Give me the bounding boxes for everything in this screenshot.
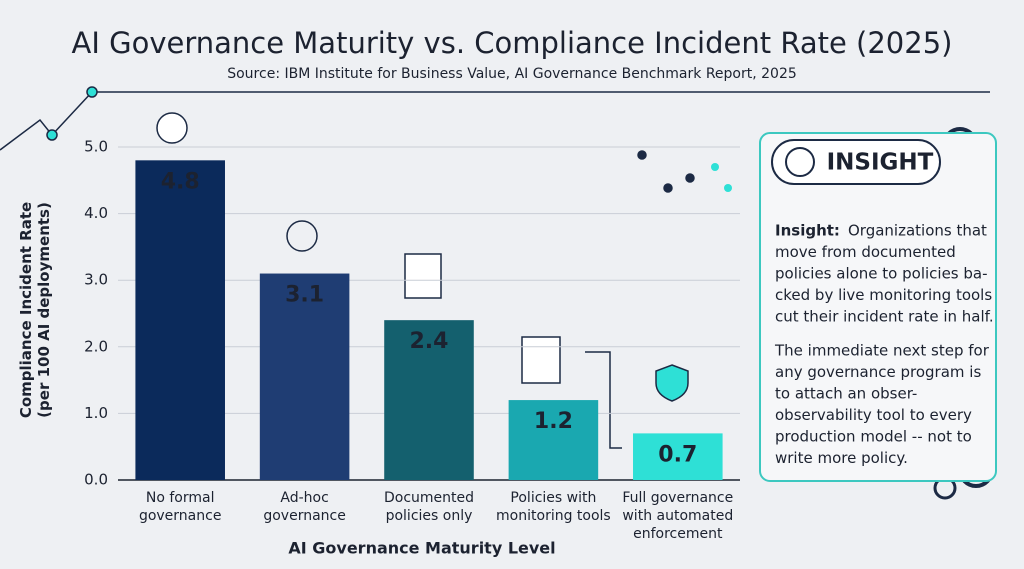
x-tick-label: Ad-hoc governance [263,490,346,524]
x-tick-label: Policies with monitoring tools [496,490,611,524]
insight-line: any governance program is [775,363,981,381]
bar [508,400,599,480]
insight-line: cked by live monitoring tools [775,286,992,304]
insight-line: production model -- not to [775,428,972,446]
bar [135,160,225,480]
y-tick-label: 1.0 [84,404,108,422]
value-label: 2.4 [410,329,449,354]
insight-line: to attach an obser- [775,385,917,403]
insight-heading: INSIGHT [827,150,934,176]
insight-line: observability tool to every [775,406,972,424]
y-tick-label: 5.0 [84,138,108,156]
y-tick-label: 3.0 [84,271,108,289]
bar [259,273,350,480]
insight-line: The immediate next step for [774,342,990,360]
x-tick-label: Full governance with automated enforcement [622,490,733,542]
value-label: 3.1 [285,283,324,308]
insight-line: write more policy. [775,449,908,467]
y-tick-label: 4.0 [84,204,108,222]
bar [384,320,474,480]
bar [633,433,723,480]
value-label: 0.7 [658,442,697,467]
insight-line: Organizations that [848,222,987,240]
insight-line: policies alone to policies ba- [775,265,988,283]
x-axis-title: AI Governance Maturity Level [288,539,555,558]
insight-lead: Insight: [775,222,840,240]
insight-box [759,132,997,482]
y-axis-title: Compliance Incident Rate(per 100 AI depl… [17,202,53,418]
value-label: 1.2 [534,409,573,434]
y-tick-label: 2.0 [84,337,108,355]
y-tick-label: 0.0 [84,471,108,489]
value-label: 4.8 [161,169,200,194]
chart-subtitle: Source: IBM Institute for Business Value… [227,66,797,82]
x-tick-label: Documented policies only [384,490,474,524]
chart-title: AI Governance Maturity vs. Compliance In… [72,26,953,60]
insight-line: cut their incident rate in half. [775,308,994,326]
x-tick-label: No formal governance [139,490,222,524]
insight-pill [771,139,941,185]
insight-line: move from documented [775,243,956,261]
bulb-icon [785,147,815,177]
